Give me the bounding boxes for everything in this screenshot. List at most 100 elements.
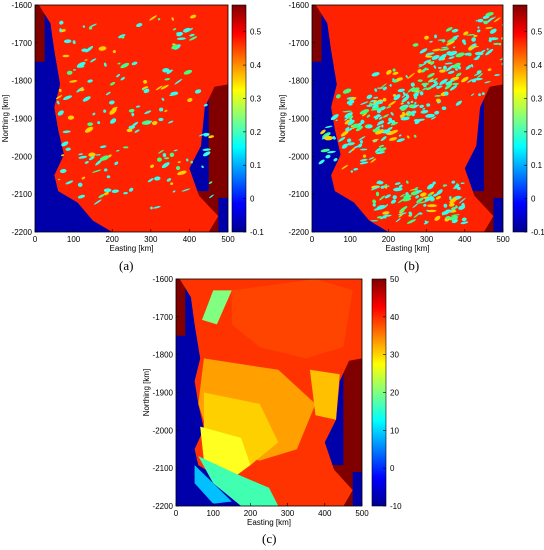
value-patch xyxy=(335,119,338,122)
value-patch xyxy=(465,64,472,70)
value-patch xyxy=(452,82,459,86)
value-patch xyxy=(431,54,440,60)
value-patch xyxy=(425,86,433,91)
value-patch xyxy=(56,100,60,105)
value-patch xyxy=(84,126,94,133)
value-patch xyxy=(168,120,174,124)
value-patch xyxy=(327,150,336,154)
value-patch xyxy=(453,46,456,49)
value-patch xyxy=(433,81,438,84)
value-patch xyxy=(358,136,366,141)
value-patch xyxy=(347,115,354,119)
value-patch xyxy=(442,184,446,187)
colorbar-tick-label: 0.2 xyxy=(250,128,262,137)
value-patch xyxy=(380,136,387,142)
value-patch xyxy=(413,95,418,100)
value-patch xyxy=(208,181,213,184)
value-patch xyxy=(117,62,121,65)
value-patch xyxy=(59,168,67,174)
value-patch xyxy=(97,121,101,125)
value-patch xyxy=(170,91,178,95)
y-tick-label: -1800 xyxy=(12,77,33,86)
value-patch xyxy=(388,117,393,122)
value-patch xyxy=(359,109,370,115)
value-patch xyxy=(401,95,410,103)
value-patch xyxy=(451,180,456,184)
value-patch xyxy=(388,137,398,141)
value-patch xyxy=(118,34,126,39)
value-patch xyxy=(59,28,63,33)
map-image xyxy=(312,5,512,232)
value-patch xyxy=(392,195,397,200)
value-patch xyxy=(424,67,427,70)
value-patch xyxy=(347,119,355,126)
value-patch xyxy=(73,69,76,71)
value-patch xyxy=(452,62,461,69)
value-patch xyxy=(359,161,369,165)
value-patch xyxy=(152,120,158,126)
x-tick-label: 0 xyxy=(310,235,315,244)
value-patch xyxy=(59,20,64,25)
value-patch xyxy=(374,101,383,105)
value-patch xyxy=(455,100,463,106)
value-patch xyxy=(406,110,411,114)
colorbar-tick-label: 0 xyxy=(250,195,255,204)
value-patch xyxy=(61,28,66,33)
value-patch xyxy=(366,94,373,100)
value-patch xyxy=(449,197,457,204)
value-patch xyxy=(372,128,380,131)
value-patch xyxy=(382,97,387,102)
value-patch xyxy=(359,158,368,162)
value-patch xyxy=(88,156,95,161)
value-patch xyxy=(441,106,447,111)
colorbar-tick-label: 0.5 xyxy=(531,28,543,37)
colorbar-tick-label: 0.1 xyxy=(250,161,262,170)
x-tick-label: 300 xyxy=(281,509,295,518)
value-patch xyxy=(445,64,454,72)
colorbar-tick-label: 40 xyxy=(390,313,399,322)
value-patch xyxy=(493,42,501,45)
value-patch xyxy=(502,40,512,48)
value-patch xyxy=(338,136,346,142)
value-patch xyxy=(77,65,85,68)
value-patch xyxy=(110,118,117,124)
value-patch xyxy=(493,17,501,23)
value-patch xyxy=(79,88,85,92)
value-patch xyxy=(429,40,433,43)
value-patch xyxy=(415,190,423,193)
x-tick-label: 400 xyxy=(318,509,332,518)
value-patch xyxy=(341,164,349,170)
value-patch xyxy=(454,184,460,189)
value-patch xyxy=(87,79,93,83)
value-patch xyxy=(439,69,446,73)
value-patch xyxy=(472,58,479,60)
value-patch xyxy=(384,216,387,219)
value-patch xyxy=(109,108,117,115)
value-patch xyxy=(396,77,403,81)
value-patch xyxy=(484,81,491,84)
panel-b: 0 100 200 300 400 500 -1600 -1700 -1800 -1900 -200… xyxy=(278,1,544,253)
value-patch xyxy=(58,88,62,93)
value-patch xyxy=(143,79,148,84)
value-patch xyxy=(57,110,64,116)
value-patch xyxy=(69,80,78,83)
value-patch xyxy=(450,79,455,82)
value-patch xyxy=(57,178,61,181)
value-patch xyxy=(378,83,387,90)
x-tick-label: 200 xyxy=(382,235,396,244)
x-tick-label: 500 xyxy=(221,235,235,244)
value-patch xyxy=(388,100,396,106)
value-patch xyxy=(144,110,152,115)
value-patch xyxy=(376,216,382,219)
value-patch xyxy=(203,103,208,107)
value-zone xyxy=(202,290,232,325)
value-patch xyxy=(112,50,116,54)
value-patch xyxy=(423,59,432,64)
value-patch xyxy=(77,194,86,199)
value-patch xyxy=(143,88,150,94)
value-patch xyxy=(171,44,178,50)
value-patch xyxy=(384,194,391,199)
value-patch xyxy=(440,48,450,51)
value-patch xyxy=(142,86,149,90)
value-patch xyxy=(340,130,349,137)
